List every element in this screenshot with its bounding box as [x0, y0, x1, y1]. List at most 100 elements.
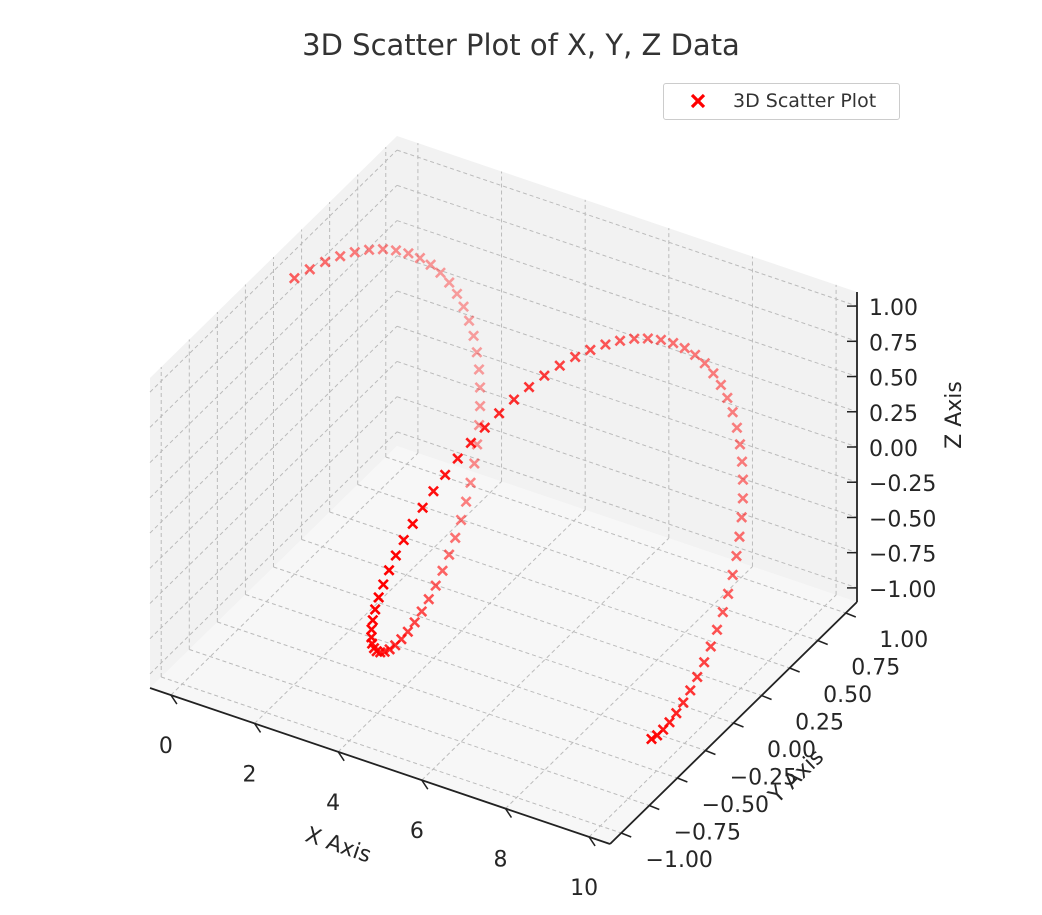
- y-tick: [733, 722, 744, 728]
- data-point: [474, 381, 486, 394]
- data-point: [402, 247, 414, 259]
- grid-line: [505, 566, 753, 809]
- data-point: [439, 469, 451, 481]
- grid-line: [149, 396, 398, 640]
- z-tick-label: 0.50: [869, 367, 918, 392]
- grid-line: [396, 255, 858, 413]
- grid-line: [396, 396, 858, 554]
- y-tick: [620, 832, 632, 838]
- grid-line: [396, 220, 858, 378]
- z-tick-label: 0.00: [869, 437, 918, 462]
- grid-line: [301, 539, 762, 696]
- data-point: [677, 697, 689, 709]
- data-point: [414, 252, 426, 264]
- data-point: [684, 684, 696, 696]
- data-point: [390, 244, 402, 256]
- data-point: [473, 363, 485, 375]
- data-point: [319, 256, 331, 268]
- x-tick: [504, 808, 513, 818]
- grid-line: [161, 676, 622, 834]
- grid-line: [149, 149, 398, 393]
- data-point: [449, 532, 461, 544]
- data-point: [436, 565, 449, 577]
- data-point: [493, 407, 505, 419]
- grid-line: [149, 361, 398, 604]
- x-tick-label: 4: [326, 791, 340, 816]
- data-point: [554, 360, 566, 372]
- data-point: [599, 338, 611, 351]
- y-tick: [817, 639, 828, 646]
- data-point: [727, 569, 739, 581]
- data-point: [655, 334, 667, 346]
- data-point: [373, 591, 385, 603]
- y-tick: [789, 667, 800, 673]
- data-point: [715, 379, 727, 391]
- data-point: [473, 419, 485, 431]
- data-point: [465, 437, 477, 449]
- data-point: [363, 244, 375, 256]
- z-tick-label: 0.75: [869, 331, 918, 356]
- grid-line: [245, 594, 706, 751]
- grid-line: [421, 537, 670, 781]
- grid-line: [149, 325, 398, 569]
- x-tick: [253, 723, 262, 733]
- data-point: [460, 496, 472, 508]
- z-tick-label: −0.25: [869, 472, 936, 497]
- data-point: [463, 315, 475, 327]
- grid-line: [273, 566, 734, 724]
- data-point: [468, 330, 480, 342]
- data-point: [679, 342, 691, 354]
- data-point: [727, 406, 739, 418]
- y-tick: [761, 694, 772, 701]
- grid-line: [396, 290, 858, 448]
- grid-line: [396, 184, 858, 342]
- x-tick: [170, 694, 178, 705]
- y-tick-label: −1.00: [646, 848, 713, 873]
- x-tick: [337, 751, 345, 762]
- y-tick: [677, 777, 688, 783]
- z-tick-label: −1.00: [869, 578, 936, 603]
- data-point: [479, 422, 491, 434]
- data-point: [455, 514, 467, 526]
- data-point: [407, 518, 419, 530]
- data-point: [458, 301, 470, 313]
- data-point: [443, 549, 455, 561]
- data-point: [443, 277, 455, 289]
- data-point: [398, 534, 410, 546]
- y-tick-label: 0.25: [795, 711, 844, 736]
- x-tick-label: 2: [243, 762, 257, 787]
- y-tick-label: 0.75: [851, 656, 900, 681]
- data-point: [628, 333, 640, 345]
- data-point: [471, 346, 483, 358]
- data-point: [427, 485, 439, 497]
- data-point: [584, 344, 596, 356]
- z-tick-label: 0.25: [869, 402, 918, 427]
- x-tick: [421, 779, 429, 790]
- data-point: [423, 593, 435, 605]
- data-point: [468, 457, 480, 470]
- data-point: [288, 272, 300, 284]
- data-point: [699, 357, 711, 369]
- back-pane: [397, 136, 857, 602]
- data-point: [705, 640, 717, 653]
- data-point: [736, 511, 748, 523]
- data-point: [667, 337, 679, 349]
- grid-line: [588, 594, 837, 838]
- z-tick-label: 1.00: [869, 296, 918, 321]
- z-axis-label: Z Axis: [942, 381, 967, 449]
- x-tick-label: 8: [493, 848, 507, 873]
- grid-line: [396, 149, 858, 307]
- data-point: [474, 400, 486, 412]
- grid-line: [149, 184, 398, 428]
- data-point: [722, 588, 734, 600]
- x-axis-label: X Axis: [302, 823, 374, 869]
- y-tick-label: −0.50: [702, 793, 769, 818]
- grid-line: [385, 456, 846, 614]
- grid-line: [396, 431, 858, 589]
- data-point: [642, 333, 654, 345]
- grid-line: [357, 484, 818, 641]
- data-point: [736, 456, 748, 468]
- data-point: [717, 606, 729, 618]
- data-point: [614, 335, 626, 347]
